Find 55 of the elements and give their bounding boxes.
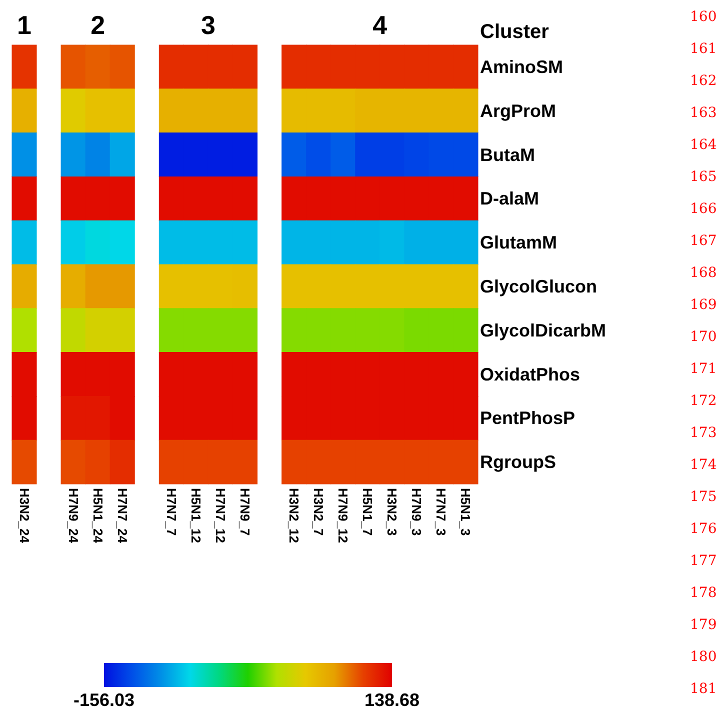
color-bar-label: -156.03 [73,690,135,710]
text: 3 [200,10,216,40]
y-tick-label: AminoSM [480,56,563,77]
text: 174 [690,457,717,473]
y-axis-title: Cluster [480,21,550,43]
text: 178 [690,585,717,601]
text: 175 [690,489,717,505]
text: 2 [90,10,106,40]
text: 177 [690,553,717,569]
text: 164 [690,137,717,153]
text: 166 [690,201,717,217]
x-tick-label: H7N9_12 [336,488,351,543]
y-tick-label: GlycolDicarbM [480,320,606,340]
x-tick-label: H5N1_24 [90,488,106,544]
text: 176 [690,521,717,537]
y-tick-label: GlutamM [480,232,558,253]
text: 169 [690,297,717,313]
text: 171 [690,361,717,377]
text: 167 [690,233,717,249]
text: 160 [690,9,717,25]
x-tick-label: H5N1_3 [458,488,474,536]
text: 165 [690,169,717,185]
text: 4 [372,10,388,40]
x-tick-label: H7N9_3 [409,488,424,536]
text: 181 [690,681,717,697]
x-tick-label: H3N2_7 [311,488,326,536]
text: 179 [690,617,717,633]
x-tick-label: H5N1_7 [360,488,376,536]
y-tick-label: D-alaM [480,188,540,209]
y-tick-label: OxidatPhos [480,364,580,384]
text: 172 [690,393,717,409]
x-tick-label: H7N7_24 [114,488,130,544]
text: 1 [17,10,32,40]
text: 161 [690,41,717,57]
x-tick-label: H7N9_7 [238,488,252,536]
x-tick-label: H7N7_3 [434,488,449,536]
y-tick-label: ButaM [480,144,535,165]
x-tick-label: H3N2_24 [16,488,32,544]
y-tick-label: ArgProM [480,100,556,121]
y-tick-label: PentPhosP [480,408,576,428]
text: 163 [690,105,717,121]
x-tick-label: H7N9_24 [66,488,81,544]
text: 173 [690,425,717,441]
x-tick-label: H3N2_12 [286,488,302,543]
x-tick-label: H7N7_7 [164,488,179,536]
y-tick-label: GlycolGlucon [480,276,598,296]
x-tick-label: H5N1_12 [188,488,204,543]
text: 168 [690,265,717,281]
color-bar-label: 138.68 [364,690,420,710]
text: 180 [690,649,717,665]
x-tick-label: H7N7_12 [212,488,228,543]
text: 170 [690,329,717,345]
text: 162 [690,73,717,89]
y-tick-label: RgroupS [480,452,556,472]
x-tick-label: H3N2_3 [384,488,400,536]
